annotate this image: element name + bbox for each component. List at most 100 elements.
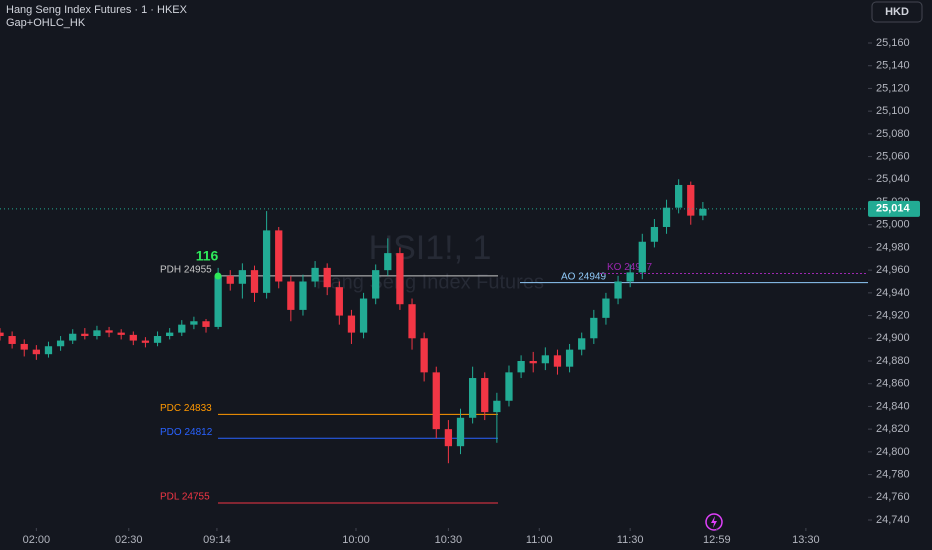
currency-button[interactable] (871, 1, 923, 23)
candle-body (444, 429, 453, 447)
y-tick-label: 24,800 (876, 446, 910, 458)
gap-marker (214, 272, 222, 280)
y-tick-label: 24,860 (876, 378, 910, 390)
y-tick-label: 25,080 (876, 128, 910, 140)
level-label: PDC 24833 (160, 403, 212, 414)
candle-body (614, 281, 622, 299)
candle-body (287, 281, 295, 310)
y-tick-label: 25,120 (876, 82, 910, 94)
candle-body (396, 253, 404, 305)
candle-body (699, 208, 707, 216)
x-tick-label: 11:30 (617, 534, 644, 546)
y-tick-label: 24,740 (876, 514, 910, 526)
candle-body (335, 287, 343, 316)
candle-body (8, 336, 16, 344)
candle-body (166, 332, 174, 337)
candle-body (662, 207, 671, 227)
y-tick-label: 24,940 (876, 287, 910, 299)
candle-body (238, 270, 247, 284)
y-tick-label: 24,920 (876, 309, 910, 321)
x-tick-label: 10:00 (342, 534, 370, 546)
currency-label[interactable]: HKD (885, 6, 909, 18)
y-tick-label: 24,980 (876, 241, 910, 253)
candle-body (275, 230, 283, 282)
candle-body (541, 355, 549, 364)
candle-body (590, 317, 598, 339)
candle-body (129, 334, 137, 341)
event-icon[interactable] (705, 513, 723, 531)
x-tick-label: 12:59 (703, 534, 731, 546)
y-tick-label: 25,040 (876, 173, 910, 185)
level-label: AO 24949 (561, 271, 606, 282)
y-tick-label: 24,900 (876, 332, 910, 344)
event-bolt (711, 516, 717, 528)
candle-body (202, 321, 210, 327)
candle-body (250, 270, 259, 293)
candle-body (578, 338, 586, 350)
level-label: PDH 24955 (160, 264, 212, 275)
candle-body (56, 340, 65, 347)
y-tick-label: 24,840 (876, 400, 910, 412)
candle-body (553, 355, 562, 367)
candle-body (178, 324, 186, 333)
candle-body (93, 330, 101, 337)
candle-body (0, 332, 4, 337)
level-label: PDO 24812 (160, 427, 213, 438)
candle-body (69, 333, 77, 341)
x-tick-label: 02:00 (23, 534, 51, 546)
candle-body (262, 230, 271, 293)
candle-body (226, 275, 234, 284)
candle-body (214, 275, 222, 327)
y-tick-label: 25,000 (876, 219, 910, 231)
y-tick-label: 24,780 (876, 468, 910, 480)
candle-body (408, 304, 416, 339)
candle-body (687, 184, 695, 216)
candle-body (456, 417, 465, 447)
last-price-badge (868, 200, 920, 217)
watermark-name: Hang Seng Index Futures (316, 271, 544, 293)
y-tick-label: 25,160 (876, 37, 910, 49)
candle-body (493, 400, 501, 413)
candle-body (190, 321, 198, 325)
x-tick-label: 09:14 (203, 534, 231, 546)
chart-title: Hang Seng Index Futures · 1 · HKEX (6, 4, 188, 16)
y-tick-label: 24,760 (876, 491, 910, 503)
candle-body (117, 332, 125, 335)
candle-body (372, 270, 380, 299)
y-tick-label: 25,060 (876, 150, 910, 162)
x-tick-label: 02:30 (115, 534, 143, 546)
candle-body (565, 349, 574, 367)
candle-body (420, 338, 428, 373)
candle-body (323, 267, 331, 288)
last-price-label: 25,014 (876, 203, 911, 215)
candle-body (505, 372, 513, 401)
y-tick-label: 24,880 (876, 355, 910, 367)
candle-body (675, 184, 683, 208)
x-tick-label: 10:30 (435, 534, 463, 546)
candle-body (359, 298, 368, 333)
candle-body (44, 346, 53, 355)
candle-body (529, 361, 537, 364)
candle-body (32, 349, 40, 355)
candle-body (20, 343, 28, 350)
candle-body (638, 241, 646, 273)
gap-label: 116 (196, 248, 219, 264)
candle-body (432, 372, 440, 430)
x-tick-label: 13:30 (792, 534, 820, 546)
candle-body (141, 340, 150, 343)
candle-body (347, 315, 356, 333)
candle-body (650, 226, 659, 242)
candle-body (311, 267, 319, 282)
candle-body (299, 281, 307, 310)
y-tick-label: 24,820 (876, 423, 910, 435)
candle-body (105, 330, 113, 333)
indicator-name: Gap+OHLC_HK (6, 17, 86, 29)
candle-body (153, 336, 162, 343)
candle-body (468, 378, 477, 418)
candle-body (384, 253, 392, 271)
candle-body (626, 272, 634, 282)
y-tick-label: 25,100 (876, 105, 910, 117)
y-tick-label: 25,140 (876, 60, 910, 72)
